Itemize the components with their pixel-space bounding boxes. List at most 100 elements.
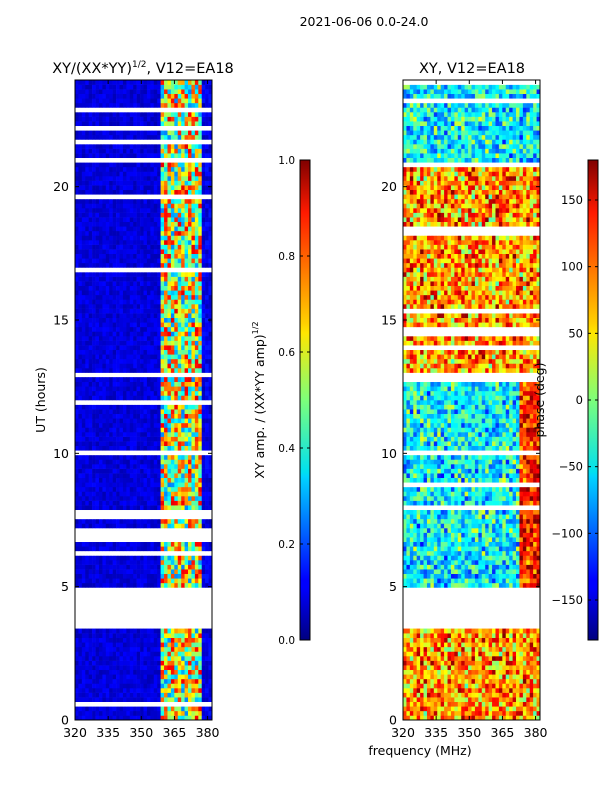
- heatmap-cell: [109, 203, 113, 209]
- heatmap-cell: [191, 464, 196, 469]
- heatmap-cell: [194, 116, 199, 122]
- heatmap-cell: [129, 212, 134, 218]
- heatmap-cell: [188, 678, 192, 684]
- heatmap-cell: [167, 404, 172, 410]
- heatmap-cell: [98, 697, 103, 703]
- heatmap-cell: [109, 363, 113, 369]
- heatmap-cell: [116, 573, 120, 579]
- heatmap-cell: [129, 157, 134, 163]
- heatmap-cell: [119, 363, 124, 369]
- heatmap-cell: [95, 642, 100, 648]
- heatmap-cell: [205, 560, 209, 565]
- heatmap-cell: [116, 144, 120, 149]
- heatmap-cell: [109, 582, 113, 588]
- heatmap-cell: [188, 532, 192, 538]
- heatmap-cell: [170, 683, 175, 689]
- heatmap-cell: [98, 189, 103, 195]
- heatmap-cell: [136, 710, 141, 716]
- heatmap-cell: [188, 368, 192, 373]
- heatmap-cell: [164, 477, 168, 483]
- heatmap-cell: [116, 285, 120, 291]
- heatmap-cell: [164, 450, 168, 456]
- heatmap-cell: [198, 573, 203, 579]
- heatmap-cell: [98, 523, 103, 529]
- heatmap-cell: [122, 125, 127, 131]
- heatmap-cell: [191, 240, 196, 245]
- heatmap-cell: [136, 555, 141, 561]
- heatmap-cell: [129, 404, 134, 410]
- heatmap-cell: [153, 642, 158, 648]
- heatmap-cell: [102, 395, 107, 401]
- heatmap-cell: [119, 377, 124, 383]
- heatmap-cell: [98, 450, 103, 456]
- heatmap-cell: [208, 477, 213, 483]
- heatmap-cell: [170, 285, 175, 291]
- heatmap-cell: [184, 144, 189, 149]
- heatmap-cell: [116, 706, 120, 712]
- heatmap-cell: [140, 560, 144, 565]
- heatmap-cell: [170, 244, 175, 250]
- heatmap-cell: [181, 560, 185, 565]
- heatmap-cell: [167, 148, 172, 154]
- heatmap-cell: [160, 710, 165, 716]
- heatmap-cell: [194, 532, 199, 538]
- heatmap-cell: [129, 276, 134, 282]
- heatmap-cell: [126, 445, 131, 451]
- heatmap-cell: [85, 107, 89, 113]
- heatmap-cell: [75, 290, 79, 296]
- heatmap-cell: [95, 578, 100, 584]
- heatmap-cell: [181, 541, 185, 547]
- heatmap-cell: [92, 660, 96, 666]
- heatmap-cell: [146, 706, 151, 712]
- heatmap-cell: [92, 656, 96, 661]
- heatmap-cell: [188, 450, 192, 456]
- heatmap-cell: [191, 518, 196, 524]
- heatmap-cell: [92, 272, 96, 277]
- heatmap-cell: [75, 546, 79, 552]
- heatmap-cell: [174, 697, 179, 703]
- heatmap-cell: [164, 285, 168, 291]
- heatmap-cell: [105, 125, 110, 131]
- heatmap-cell: [140, 153, 144, 159]
- heatmap-cell: [126, 436, 131, 442]
- heatmap-cell: [191, 701, 196, 707]
- heatmap-cell: [184, 578, 189, 584]
- heatmap-cell: [129, 418, 134, 424]
- heatmap-cell: [105, 322, 110, 328]
- heatmap-cell: [191, 331, 196, 337]
- heatmap-cell: [201, 281, 206, 287]
- heatmap-cell: [160, 550, 165, 556]
- heatmap-cell: [109, 564, 113, 570]
- heatmap-cell: [88, 198, 93, 204]
- heatmap-cell: [122, 660, 127, 666]
- heatmap-cell: [136, 331, 141, 337]
- heatmap-cell: [181, 669, 185, 675]
- heatmap-cell: [85, 633, 89, 639]
- heatmap-cell: [153, 560, 158, 565]
- heatmap-cell: [184, 528, 189, 533]
- heatmap-cell: [157, 468, 161, 474]
- heatmap-cell: [75, 304, 79, 309]
- heatmap-cell: [164, 656, 168, 661]
- heatmap-cell: [140, 144, 144, 149]
- heatmap-cell: [140, 418, 144, 424]
- heatmap-cell: [129, 349, 134, 355]
- heatmap-cell: [143, 267, 148, 273]
- heatmap-cell: [88, 678, 93, 684]
- heatmap-cell: [167, 354, 172, 360]
- heatmap-cell: [201, 701, 206, 707]
- heatmap-cell: [116, 317, 120, 323]
- heatmap-cell: [208, 262, 213, 268]
- heatmap-cell: [81, 226, 86, 232]
- heatmap-cell: [191, 340, 196, 346]
- heatmap-cell: [201, 715, 206, 721]
- heatmap-cell: [164, 528, 168, 533]
- heatmap-cell: [146, 560, 151, 565]
- heatmap-cell: [133, 418, 137, 424]
- heatmap-cell: [205, 189, 209, 195]
- heatmap-cell: [133, 313, 137, 319]
- heatmap-cell: [98, 482, 103, 488]
- heatmap-cell: [75, 646, 79, 652]
- heatmap-cell: [136, 500, 141, 506]
- heatmap-cell: [181, 189, 185, 195]
